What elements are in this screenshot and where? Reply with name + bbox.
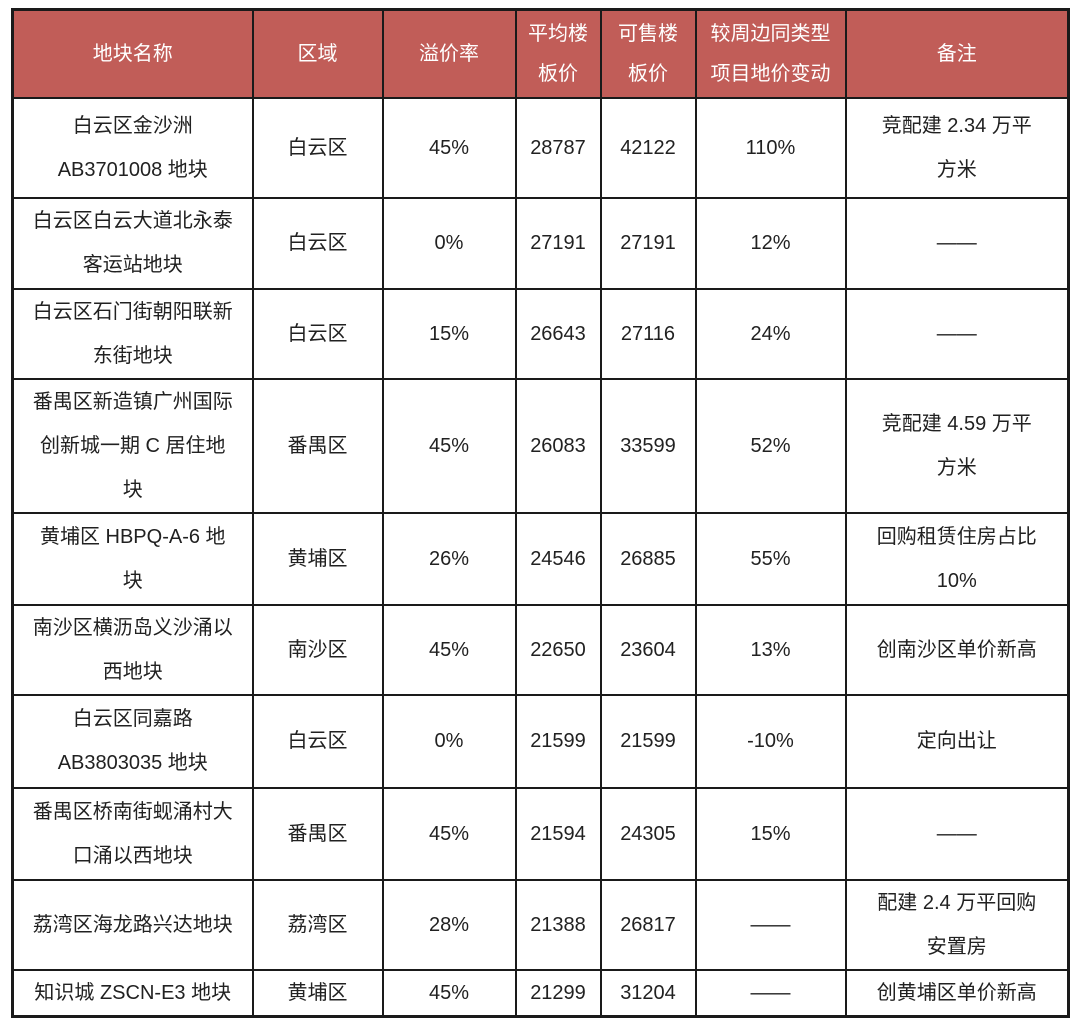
table-cell-avg_floor_price: 26083 [514, 377, 602, 514]
table-cell-remark: 创黄埔区单价新高 [844, 968, 1070, 1017]
table-cell-sellable_floor_price: 31204 [599, 968, 697, 1017]
table-cell-remark: 回购租赁住房占比 10% [844, 511, 1070, 606]
table-cell-premium_rate: 45% [381, 786, 517, 881]
table-cell-district: 荔湾区 [251, 878, 384, 971]
table-cell-parcel_name: 白云区金沙洲 AB3701008 地块 [11, 96, 254, 199]
table-cell-district: 黄埔区 [251, 511, 384, 606]
table-cell-avg_floor_price: 26643 [514, 287, 602, 380]
table-cell-premium_rate: 45% [381, 377, 517, 514]
table-cell-avg_floor_price: 21599 [514, 693, 602, 789]
table-cell-parcel_name: 白云区石门街朝阳联新东街地块 [11, 287, 254, 380]
table-cell-avg_floor_price: 22650 [514, 603, 602, 696]
column-header-avg_floor_price: 平均楼板价 [514, 8, 602, 99]
table-row: 南沙区横沥岛义沙涌以西地块 南沙区 45% 22650 23604 13% 创南沙区单价新高 [11, 603, 1070, 696]
table-cell-sellable_floor_price: 21599 [599, 693, 697, 789]
table-cell-sellable_floor_price: 26885 [599, 511, 697, 606]
table-cell-remark: —— [844, 786, 1070, 881]
table-cell-parcel_name: 白云区白云大道北永泰客运站地块 [11, 196, 254, 290]
table-cell-premium_rate: 45% [381, 603, 517, 696]
table-cell-remark: 定向出让 [844, 693, 1070, 789]
table-cell-parcel_name: 南沙区横沥岛义沙涌以西地块 [11, 603, 254, 696]
column-header-price_change_vs_nearby: 较周边同类型项目地价变动 [694, 8, 847, 99]
table-cell-sellable_floor_price: 27191 [599, 196, 697, 290]
table-row: 白云区金沙洲 AB3701008 地块 白云区 45% 28787 42122 110% 竞… [11, 96, 1070, 199]
table-cell-sellable_floor_price: 23604 [599, 603, 697, 696]
table-cell-avg_floor_price: 21299 [514, 968, 602, 1017]
table-cell-remark: 竞配建 4.59 万平方米 [844, 377, 1070, 514]
table-cell-price_change_vs_nearby: 12% [694, 196, 847, 290]
table-cell-parcel_name: 番禺区新造镇广州国际创新城一期 C 居住地块 [11, 377, 254, 514]
column-header-remark: 备注 [844, 8, 1070, 99]
table-cell-premium_rate: 45% [381, 968, 517, 1017]
table-cell-premium_rate: 15% [381, 287, 517, 380]
table-cell-premium_rate: 0% [381, 196, 517, 290]
table-cell-district: 白云区 [251, 96, 384, 199]
table-cell-remark: —— [844, 287, 1070, 380]
table-cell-price_change_vs_nearby: —— [694, 878, 847, 971]
table-cell-district: 白云区 [251, 196, 384, 290]
table-cell-sellable_floor_price: 24305 [599, 786, 697, 881]
table-cell-premium_rate: 26% [381, 511, 517, 606]
table-row: 番禺区桥南街蚬涌村大口涌以西地块 番禺区 45% 21594 24305 15% —— [11, 786, 1070, 881]
table-cell-remark: 创南沙区单价新高 [844, 603, 1070, 696]
table-cell-avg_floor_price: 21594 [514, 786, 602, 881]
table-cell-district: 番禺区 [251, 377, 384, 514]
table-cell-price_change_vs_nearby: 24% [694, 287, 847, 380]
table-cell-premium_rate: 28% [381, 878, 517, 971]
table-row: 黄埔区 HBPQ-A-6 地块 黄埔区 26% 24546 26885 55% 回购租赁住房… [11, 511, 1070, 606]
table-cell-parcel_name: 知识城 ZSCN-E3 地块 [11, 968, 254, 1017]
table-header: 地块名称 区域 溢价率 平均楼板价 可售楼板价 较周边同类型项目地价变动 备注 [11, 8, 1070, 99]
table-cell-parcel_name: 番禺区桥南街蚬涌村大口涌以西地块 [11, 786, 254, 881]
table-cell-district: 黄埔区 [251, 968, 384, 1017]
table-row: 番禺区新造镇广州国际创新城一期 C 居住地块 番禺区 45% 26083 33599 52… [11, 377, 1070, 514]
table-body: 白云区金沙洲 AB3701008 地块 白云区 45% 28787 42122 110% 竞… [11, 96, 1070, 1017]
table-cell-sellable_floor_price: 33599 [599, 377, 697, 514]
table-cell-price_change_vs_nearby: -10% [694, 693, 847, 789]
table-row: 白云区石门街朝阳联新东街地块 白云区 15% 26643 27116 24% —— [11, 287, 1070, 380]
table-cell-district: 白云区 [251, 693, 384, 789]
table-row: 白云区同嘉路 AB3803035 地块 白云区 0% 21599 21599 -10% 定向… [11, 693, 1070, 789]
table-cell-district: 南沙区 [251, 603, 384, 696]
land-parcel-table: 地块名称 区域 溢价率 平均楼板价 可售楼板价 较周边同类型项目地价变动 备注 白云区金沙洲… [11, 8, 1070, 1018]
table-cell-district: 番禺区 [251, 786, 384, 881]
table-cell-remark: 配建 2.4 万平回购安置房 [844, 878, 1070, 971]
table-cell-remark: —— [844, 196, 1070, 290]
column-header-district: 区域 [251, 8, 384, 99]
table-cell-price_change_vs_nearby: 55% [694, 511, 847, 606]
table-cell-avg_floor_price: 21388 [514, 878, 602, 971]
table-row: 知识城 ZSCN-E3 地块 黄埔区 45% 21299 31204 —— 创黄埔区单价新高 [11, 968, 1070, 1017]
table-cell-price_change_vs_nearby: 110% [694, 96, 847, 199]
table-cell-avg_floor_price: 24546 [514, 511, 602, 606]
table-cell-sellable_floor_price: 26817 [599, 878, 697, 971]
table-cell-avg_floor_price: 28787 [514, 96, 602, 199]
column-header-sellable_floor_price: 可售楼板价 [599, 8, 697, 99]
table-cell-sellable_floor_price: 27116 [599, 287, 697, 380]
page: 地块名称 区域 溢价率 平均楼板价 可售楼板价 较周边同类型项目地价变动 备注 白云区金沙洲… [11, 8, 1070, 1018]
table-cell-price_change_vs_nearby: 15% [694, 786, 847, 881]
column-header-parcel_name: 地块名称 [11, 8, 254, 99]
header-row: 地块名称 区域 溢价率 平均楼板价 可售楼板价 较周边同类型项目地价变动 备注 [11, 8, 1070, 99]
table-row: 荔湾区海龙路兴达地块 荔湾区 28% 21388 26817 —— 配建 2.4 万平回购安… [11, 878, 1070, 971]
table-cell-parcel_name: 白云区同嘉路 AB3803035 地块 [11, 693, 254, 789]
table-cell-sellable_floor_price: 42122 [599, 96, 697, 199]
table-cell-premium_rate: 0% [381, 693, 517, 789]
table-cell-district: 白云区 [251, 287, 384, 380]
table-cell-premium_rate: 45% [381, 96, 517, 199]
table-cell-parcel_name: 荔湾区海龙路兴达地块 [11, 878, 254, 971]
column-header-premium_rate: 溢价率 [381, 8, 517, 99]
table-cell-remark: 竞配建 2.34 万平方米 [844, 96, 1070, 199]
table-cell-price_change_vs_nearby: 13% [694, 603, 847, 696]
table-cell-avg_floor_price: 27191 [514, 196, 602, 290]
table-cell-price_change_vs_nearby: 52% [694, 377, 847, 514]
table-cell-parcel_name: 黄埔区 HBPQ-A-6 地块 [11, 511, 254, 606]
table-row: 白云区白云大道北永泰客运站地块 白云区 0% 27191 27191 12% —— [11, 196, 1070, 290]
table-cell-price_change_vs_nearby: —— [694, 968, 847, 1017]
